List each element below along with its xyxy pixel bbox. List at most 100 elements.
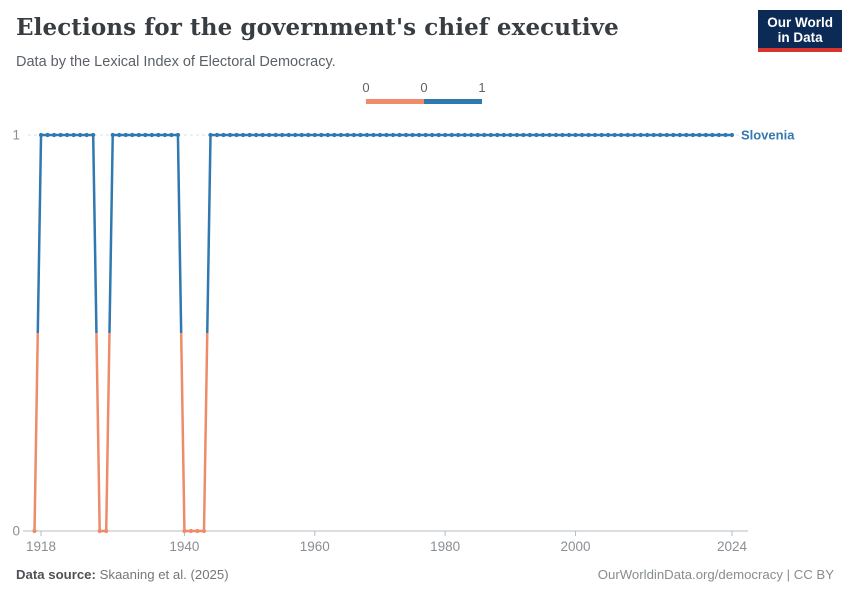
data-point-1993[interactable]: [527, 132, 533, 138]
data-point-1976[interactable]: [416, 132, 422, 138]
data-point-1962[interactable]: [325, 132, 330, 138]
data-point-1924[interactable]: [78, 132, 83, 138]
data-point-1988[interactable]: [495, 132, 500, 138]
data-point-2018[interactable]: [690, 132, 695, 138]
data-point-1983[interactable]: [462, 132, 467, 138]
data-point-1918[interactable]: [38, 132, 44, 138]
data-point-2001[interactable]: [579, 132, 585, 138]
data-point-2014[interactable]: [664, 132, 669, 138]
data-point-1996[interactable]: [547, 132, 552, 138]
data-point-1923[interactable]: [71, 132, 76, 138]
data-point-1938[interactable]: [169, 132, 174, 138]
data-point-2000[interactable]: [573, 132, 578, 138]
data-point-2004[interactable]: [599, 132, 604, 138]
data-point-1951[interactable]: [254, 132, 259, 138]
data-point-1942[interactable]: [195, 528, 200, 534]
data-point-1984[interactable]: [469, 132, 474, 138]
data-point-1932[interactable]: [130, 132, 135, 138]
data-point-2010[interactable]: [638, 132, 643, 138]
data-point-1928[interactable]: [104, 528, 109, 534]
data-point-1935[interactable]: [149, 132, 154, 138]
data-point-1982[interactable]: [456, 132, 461, 138]
data-point-1930[interactable]: [117, 132, 122, 138]
data-point-1997[interactable]: [553, 132, 559, 138]
data-point-2011[interactable]: [645, 132, 650, 138]
data-point-2013[interactable]: [658, 132, 663, 138]
data-point-1979[interactable]: [436, 132, 441, 138]
data-point-1946[interactable]: [221, 132, 226, 138]
data-point-1994[interactable]: [534, 132, 539, 138]
data-point-1990[interactable]: [508, 132, 513, 138]
series-transition[interactable]: [104, 332, 111, 532]
data-point-2009[interactable]: [632, 132, 637, 138]
data-point-1981[interactable]: [449, 132, 454, 138]
legend-bin-0-swatch[interactable]: [366, 99, 424, 104]
data-point-1995[interactable]: [540, 132, 546, 138]
data-point-1931[interactable]: [123, 132, 128, 138]
data-point-1919[interactable]: [45, 132, 50, 138]
data-point-1998[interactable]: [560, 132, 565, 138]
data-point-1980[interactable]: [443, 132, 448, 138]
legend-bin-1-swatch[interactable]: [424, 99, 482, 104]
data-point-1970[interactable]: [377, 132, 383, 138]
data-point-2023[interactable]: [723, 132, 728, 138]
owid-url-link[interactable]: OurWorldinData.org/democracy: [597, 567, 783, 582]
data-point-1978[interactable]: [430, 132, 435, 138]
data-point-1974[interactable]: [403, 132, 409, 138]
data-point-1986[interactable]: [482, 132, 487, 138]
data-point-1972[interactable]: [390, 132, 396, 138]
data-point-2019[interactable]: [697, 132, 702, 138]
data-point-1943[interactable]: [201, 528, 207, 534]
data-point-1940[interactable]: [182, 528, 187, 534]
data-point-1960[interactable]: [312, 132, 317, 138]
data-point-2015[interactable]: [671, 132, 676, 138]
owid-logo[interactable]: Our World in Data: [758, 10, 842, 52]
data-point-1964[interactable]: [338, 132, 343, 138]
series-transition[interactable]: [108, 134, 114, 334]
data-point-1992[interactable]: [521, 132, 526, 138]
series-transition[interactable]: [33, 332, 40, 532]
data-point-1947[interactable]: [227, 132, 233, 138]
data-point-2024[interactable]: [729, 132, 735, 138]
data-point-1927[interactable]: [97, 528, 102, 534]
series-transition[interactable]: [36, 134, 43, 334]
data-point-1975[interactable]: [410, 132, 415, 138]
entity-label[interactable]: Slovenia: [741, 128, 795, 143]
series-transition[interactable]: [95, 332, 101, 532]
data-point-1926[interactable]: [91, 132, 96, 138]
data-point-2006[interactable]: [612, 132, 617, 138]
data-point-2020[interactable]: [703, 132, 708, 138]
series-transition[interactable]: [206, 134, 212, 334]
data-point-2016[interactable]: [677, 132, 682, 138]
data-point-2002[interactable]: [586, 132, 591, 138]
data-point-1945[interactable]: [214, 132, 220, 138]
data-point-1985[interactable]: [475, 132, 480, 138]
data-point-1959[interactable]: [306, 132, 311, 138]
data-point-2007[interactable]: [619, 132, 624, 138]
data-point-1957[interactable]: [293, 132, 298, 138]
data-point-1921[interactable]: [58, 132, 63, 138]
data-point-1991[interactable]: [514, 132, 519, 138]
data-point-1920[interactable]: [51, 132, 57, 138]
data-point-1968[interactable]: [364, 132, 370, 138]
data-point-1941[interactable]: [188, 528, 194, 534]
data-point-1999[interactable]: [566, 132, 572, 138]
data-point-1967[interactable]: [358, 132, 363, 138]
series-transition[interactable]: [179, 332, 186, 532]
data-point-1953[interactable]: [267, 132, 272, 138]
data-point-1987[interactable]: [488, 132, 493, 138]
data-point-1969[interactable]: [371, 132, 376, 138]
data-point-1929[interactable]: [110, 132, 115, 138]
data-point-1950[interactable]: [247, 132, 252, 138]
data-point-2005[interactable]: [606, 132, 611, 138]
data-point-1917[interactable]: [32, 528, 37, 534]
data-point-1956[interactable]: [286, 132, 291, 138]
data-point-1925[interactable]: [84, 132, 89, 138]
data-point-1966[interactable]: [351, 132, 357, 138]
data-point-2003[interactable]: [592, 132, 598, 138]
data-point-2021[interactable]: [710, 132, 715, 138]
data-point-1933[interactable]: [136, 132, 141, 138]
data-point-1977[interactable]: [423, 132, 428, 138]
data-point-1934[interactable]: [143, 132, 148, 138]
